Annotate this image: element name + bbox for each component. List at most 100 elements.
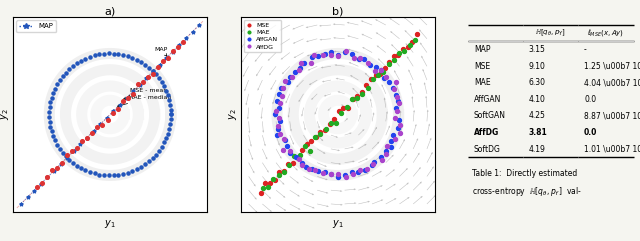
Point bbox=[144, 159, 154, 163]
Point bbox=[29, 189, 39, 193]
Point bbox=[340, 50, 350, 54]
X-axis label: $y_1$: $y_1$ bbox=[332, 218, 344, 230]
Point bbox=[181, 36, 191, 40]
Point bbox=[326, 172, 336, 176]
Point bbox=[320, 128, 330, 132]
Point bbox=[140, 63, 150, 67]
Point bbox=[77, 140, 88, 143]
Point bbox=[313, 54, 323, 57]
Point bbox=[273, 124, 283, 128]
Point bbox=[381, 75, 391, 79]
Point bbox=[62, 153, 72, 157]
Point bbox=[371, 73, 381, 77]
Point bbox=[104, 174, 114, 177]
Point bbox=[376, 68, 386, 72]
Point bbox=[273, 116, 284, 120]
Point bbox=[84, 170, 95, 174]
Point bbox=[279, 138, 289, 141]
Point bbox=[283, 80, 293, 84]
Point bbox=[151, 153, 161, 156]
Point bbox=[127, 169, 138, 173]
Point bbox=[45, 120, 55, 124]
Point bbox=[44, 110, 54, 114]
Point bbox=[273, 173, 284, 177]
Point bbox=[386, 139, 396, 143]
Point bbox=[284, 162, 294, 166]
Point bbox=[161, 89, 171, 93]
Point bbox=[166, 117, 176, 121]
Point bbox=[76, 166, 86, 170]
Point bbox=[369, 160, 380, 164]
Point bbox=[166, 108, 176, 112]
Point bbox=[68, 149, 79, 153]
Point bbox=[147, 156, 157, 160]
Point bbox=[102, 116, 112, 120]
Point bbox=[296, 161, 307, 165]
Point bbox=[76, 59, 86, 63]
Point bbox=[154, 76, 164, 80]
Point bbox=[113, 52, 124, 56]
Point bbox=[362, 167, 372, 171]
Text: Table 1:  Directly estimated: Table 1: Directly estimated bbox=[472, 169, 577, 178]
Point bbox=[278, 148, 288, 152]
Point bbox=[113, 107, 123, 110]
Point bbox=[52, 143, 62, 147]
Point bbox=[157, 80, 167, 84]
Point bbox=[320, 170, 330, 174]
Point bbox=[287, 75, 297, 79]
Point bbox=[163, 94, 173, 97]
Point bbox=[104, 52, 114, 55]
Point bbox=[378, 70, 388, 74]
Point bbox=[102, 118, 113, 122]
Point bbox=[395, 123, 405, 127]
Point bbox=[47, 129, 57, 133]
Point bbox=[383, 62, 394, 66]
Point bbox=[49, 169, 59, 173]
Point bbox=[143, 74, 153, 78]
Point bbox=[356, 90, 367, 94]
Point bbox=[368, 162, 378, 166]
Point bbox=[164, 98, 174, 102]
Point bbox=[382, 144, 392, 148]
Point bbox=[109, 174, 119, 177]
Point bbox=[64, 158, 74, 162]
Point bbox=[349, 56, 359, 60]
Point bbox=[134, 83, 145, 87]
Point bbox=[80, 57, 90, 61]
Point bbox=[44, 115, 54, 119]
Point bbox=[92, 125, 102, 129]
Point bbox=[375, 72, 385, 76]
Point bbox=[352, 96, 362, 100]
Point bbox=[392, 95, 402, 99]
Point bbox=[333, 175, 343, 179]
Point bbox=[99, 173, 109, 177]
Point bbox=[294, 68, 304, 72]
Point bbox=[377, 158, 387, 162]
Legend: MSE, MAE, AffGAN, AffDG: MSE, MAE, AffGAN, AffDG bbox=[244, 20, 281, 52]
Point bbox=[305, 149, 315, 153]
Point bbox=[273, 127, 283, 131]
Point bbox=[113, 173, 124, 177]
Point bbox=[148, 72, 158, 76]
Point bbox=[72, 61, 82, 65]
Point bbox=[45, 100, 56, 104]
Text: MAE - median: MAE - median bbox=[118, 95, 172, 107]
Point bbox=[324, 122, 335, 126]
Point bbox=[36, 182, 46, 186]
Point bbox=[394, 101, 404, 105]
Point bbox=[318, 53, 328, 57]
Point bbox=[296, 61, 307, 65]
Point bbox=[394, 53, 404, 56]
Point bbox=[348, 97, 358, 101]
Point bbox=[326, 173, 336, 176]
Point bbox=[399, 50, 410, 54]
Point bbox=[291, 155, 301, 159]
Point bbox=[361, 83, 371, 87]
Point bbox=[115, 103, 125, 107]
Point bbox=[393, 126, 403, 130]
Point bbox=[410, 38, 420, 42]
Point bbox=[161, 136, 171, 140]
Point bbox=[168, 50, 178, 54]
Point bbox=[42, 175, 52, 179]
Point bbox=[123, 54, 133, 58]
